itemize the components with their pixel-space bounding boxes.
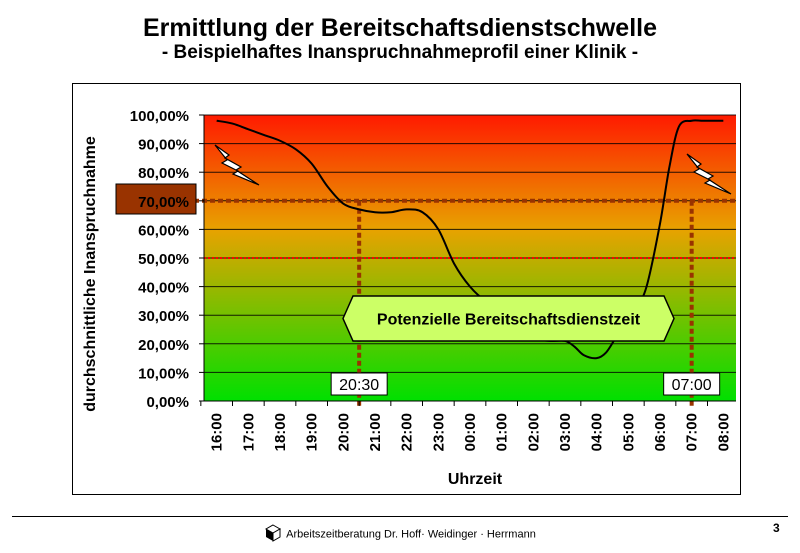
x-tick-label: 18:00 bbox=[272, 413, 289, 451]
lightning-icon bbox=[214, 144, 260, 186]
footer-text: Arbeitszeitberatung Dr. Hoff· Weidinger … bbox=[286, 528, 536, 541]
marker-label-box bbox=[330, 372, 388, 396]
y-tick-label: 80,00% bbox=[138, 165, 189, 182]
chart-subtitle: - Beispielhaftes Inanspruchnahmeprofil e… bbox=[161, 42, 639, 63]
x-tick-label: 03:00 bbox=[557, 413, 574, 451]
y-tick-label: 60,00% bbox=[138, 222, 189, 239]
reference-lines bbox=[194, 198, 736, 406]
cube-logo-icon bbox=[264, 524, 282, 545]
x-tick-label: 07:00 bbox=[684, 413, 701, 451]
x-tick-label: 17:00 bbox=[240, 413, 257, 451]
lightning-icon bbox=[686, 153, 732, 195]
x-tick-label: 05:00 bbox=[620, 413, 637, 451]
marker-label: 07:00 bbox=[672, 377, 712, 394]
threshold-marker-box bbox=[115, 183, 197, 215]
x-tick-label: 21:00 bbox=[367, 413, 384, 451]
chart-frame: Potenzielle Bereitschaftsdienstzeit 20:30… bbox=[72, 83, 741, 495]
x-tick-label: 01:00 bbox=[494, 413, 511, 451]
y-tick-label: 0,00% bbox=[146, 394, 189, 411]
decorations: Potenzielle Bereitschaftsdienstzeit 20:30… bbox=[115, 144, 732, 396]
x-tick-label: 08:00 bbox=[715, 413, 732, 451]
page-number: 3 bbox=[773, 521, 780, 535]
footer: Arbeitszeitberatung Dr. Hoff· Weidinger … bbox=[0, 524, 800, 545]
x-tick-label: 02:00 bbox=[525, 413, 542, 451]
x-tick-label: 19:00 bbox=[304, 413, 321, 451]
y-tick-label: 30,00% bbox=[138, 308, 189, 325]
y-tick-label: 40,00% bbox=[138, 280, 189, 297]
x-tick-label: 16:00 bbox=[209, 413, 226, 451]
y-tick-label: 20,00% bbox=[138, 337, 189, 354]
x-tick-label: 00:00 bbox=[462, 413, 479, 451]
x-tick-label: 20:00 bbox=[335, 413, 352, 451]
x-tick-label: 23:00 bbox=[430, 413, 447, 451]
line-chart: Potenzielle Bereitschaftsdienstzeit 20:30… bbox=[82, 108, 736, 488]
zone-label-box bbox=[342, 295, 675, 342]
x-tick-label: 22:00 bbox=[399, 413, 416, 451]
y-tick-label: 10,00% bbox=[138, 365, 189, 382]
y-tick-label: 50,00% bbox=[138, 251, 189, 268]
y-tick-label: 90,00% bbox=[138, 137, 189, 154]
marker-label-box bbox=[663, 372, 721, 396]
footer-divider bbox=[12, 516, 788, 517]
chart-title: Ermittlung der Bereitschaftsdienstschwel… bbox=[142, 14, 658, 42]
x-axis-title: Uhrzeit bbox=[448, 471, 503, 488]
axes bbox=[199, 114, 736, 406]
tick-labels: 0,00% 10,00% 20,00% 30,00% 40,00% 50,00% 60,00… bbox=[82, 108, 732, 488]
marker-label: 20:30 bbox=[339, 377, 379, 394]
zone-label-text: Potenzielle Bereitschaftsdienstzeit bbox=[377, 312, 641, 329]
y-axis-title: durchschnittliche Inanspruchnahme bbox=[82, 136, 99, 412]
y-tick-label: 70,00% bbox=[138, 194, 189, 211]
y-tick-label: 100,00% bbox=[130, 108, 189, 125]
x-tick-label: 04:00 bbox=[589, 413, 606, 451]
x-tick-label: 06:00 bbox=[652, 413, 669, 451]
